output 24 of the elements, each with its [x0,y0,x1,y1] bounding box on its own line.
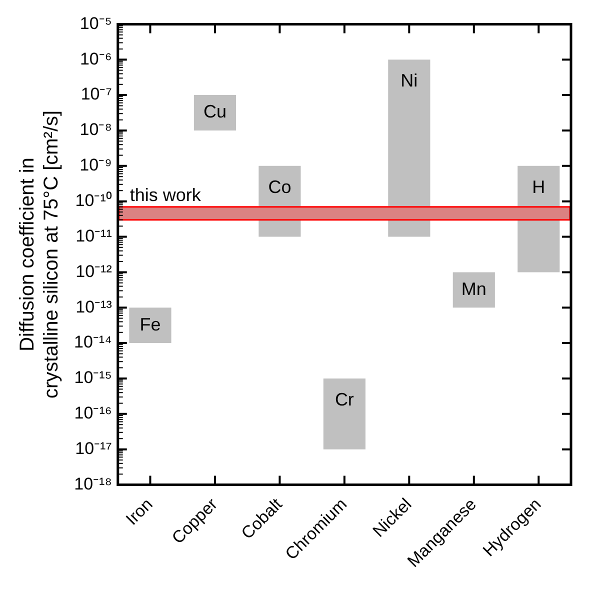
band-label: this work [130,184,202,205]
y-axis-title: Diffusion coefficient in crystalline silicon at 75°C [cm²/s] [16,110,63,399]
x-tick-label: Iron [122,494,156,529]
y-tick-label: 10⁻¹⁵ [74,368,112,388]
y-tick-label: 10⁻¹⁶ [74,404,112,423]
y-tick-label: 10⁻⁵ [80,14,112,33]
annotation: Fe [140,314,161,334]
annotation: Co [268,176,292,197]
y-tick-label: 10⁻¹⁰ [75,191,112,210]
annotation: Ni [400,70,418,91]
y-tick-label: 10⁻⁷ [80,84,112,104]
annotation: H [532,176,546,197]
y-tick-label: 10⁻¹³ [76,297,112,316]
y-tick-label: 10⁻⁸ [80,120,112,140]
y-tick-label: 10⁻¹¹ [76,226,112,246]
y-tick-label: 10⁻¹⁸ [74,474,112,494]
y-tick-label: 10⁻¹⁴ [74,332,112,352]
y-tick-label: 10⁻¹⁷ [75,439,112,458]
y-tick-label: 10⁻⁹ [80,156,112,175]
annotation: Cr [334,389,354,410]
y-tick-label: 10⁻⁶ [80,49,112,68]
annotation: Cu [203,102,226,122]
annotation: Mn [461,278,486,299]
y-tick-label: 10⁻¹² [76,262,112,281]
